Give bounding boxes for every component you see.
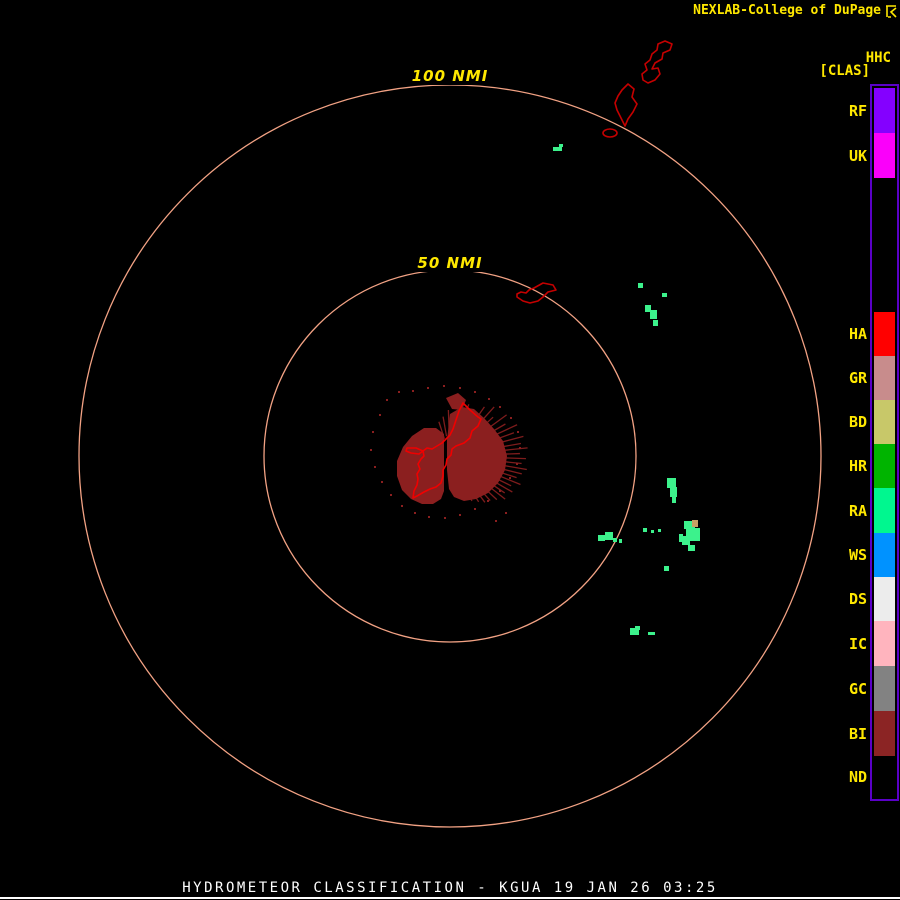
- legend-label-nd: ND: [848, 767, 867, 786]
- legend-swatch-gr: [874, 356, 895, 400]
- coastline-orote-peninsula: [405, 447, 424, 455]
- clutter-speckles: [370, 385, 521, 522]
- legend-label-ds: DS: [848, 590, 867, 608]
- coastline-guam: [412, 402, 482, 499]
- legend-swatch-ra: [874, 488, 895, 533]
- legend-swatch-ws: [874, 533, 895, 577]
- legend-label-ws: WS: [848, 546, 867, 564]
- coastline-aguijan: [602, 128, 618, 138]
- legend-label-uk: UK: [848, 146, 867, 165]
- legend-label-ha: HA: [848, 325, 867, 343]
- brand-header: NEXLAB-College of DuPage: [693, 3, 898, 18]
- product-tag-label: [CLAS]: [819, 63, 870, 79]
- legend-label-bd: BD: [848, 413, 867, 431]
- coastline-rota: [516, 282, 557, 304]
- clutter-lobe-west: [397, 428, 444, 504]
- range-ring-label-50nmi: 50 NMI: [412, 254, 488, 272]
- product-code-label: HHC: [865, 50, 891, 66]
- legend-swatch-rf: [874, 88, 895, 133]
- legend-swatch-gap: [874, 178, 895, 312]
- rain-echoes: [553, 144, 700, 635]
- legend-swatch-bi: [874, 711, 895, 756]
- brand-text: NEXLAB-College of DuPage: [693, 3, 881, 18]
- legend-label-hr: HR: [848, 457, 867, 475]
- range-ring-label-100nmi: 100 NMI: [406, 67, 494, 85]
- clutter-lobe-east: [447, 407, 507, 501]
- legend-swatch-nd: [874, 756, 895, 797]
- coastlines: [516, 40, 673, 304]
- status-bar: HYDROMETEOR CLASSIFICATION - KGUA 19 JAN…: [182, 880, 718, 896]
- legend-swatch-gc: [874, 666, 895, 711]
- legend-label-rf: RF: [848, 101, 867, 120]
- bottom-divider-line: [0, 897, 900, 899]
- legend-swatch-ds: [874, 577, 895, 621]
- legend-swatch-bd: [874, 400, 895, 444]
- cod-corner-arrow-icon: [886, 4, 897, 18]
- legend-swatch-uk: [874, 133, 895, 178]
- coastline-saipan: [641, 40, 673, 84]
- ground-clutter-echo: [397, 393, 507, 504]
- legend-swatch-ha: [874, 312, 895, 356]
- legend-swatch-ic: [874, 621, 895, 666]
- legend-label-bi: BI: [848, 724, 867, 743]
- legend-label-gc: GC: [848, 679, 867, 698]
- coastline-tinian: [614, 83, 638, 127]
- legend-swatch-hr: [874, 444, 895, 488]
- legend-label-ic: IC: [848, 634, 867, 653]
- legend-label-ra: RA: [848, 501, 867, 520]
- legend-label-gr: GR: [848, 369, 867, 387]
- clutter-blob-north: [446, 393, 466, 410]
